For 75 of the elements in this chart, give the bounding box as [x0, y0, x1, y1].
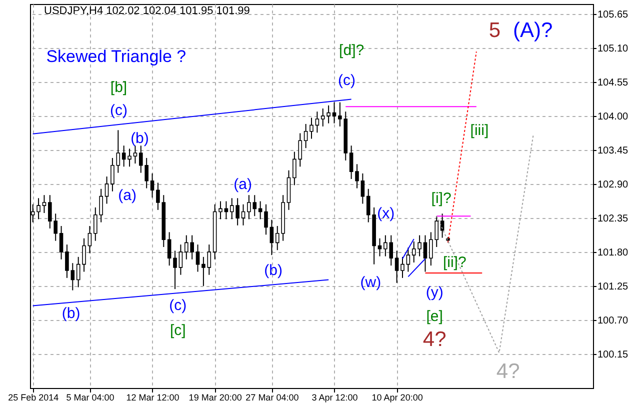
- candlestick: [104, 176, 109, 204]
- candlestick: [150, 172, 154, 198]
- candlestick: [122, 145, 126, 168]
- candlestick: [304, 123, 308, 149]
- annotation: (w): [360, 274, 382, 291]
- annotation: (y): [426, 284, 444, 301]
- candlestick: [315, 111, 320, 134]
- x-tick-label: 19 Mar 20:00: [188, 392, 242, 402]
- y-tick-label: 105.10: [598, 43, 629, 54]
- candlestick: [173, 250, 177, 290]
- annotation: [iii]: [470, 122, 489, 139]
- candlestick: [378, 238, 382, 257]
- annotation: 5: [488, 19, 501, 42]
- annotation: (A)?: [513, 19, 553, 42]
- x-tick-label: 25 Feb 2014: [8, 392, 59, 402]
- candlestick: [355, 164, 359, 189]
- candlestick: [218, 200, 222, 220]
- y-tick-label: 100.70: [598, 315, 629, 326]
- y-tick-label: 101.25: [598, 281, 629, 292]
- annotation: (b): [62, 305, 80, 322]
- annotation: (b): [264, 262, 282, 279]
- candlestick: [394, 250, 399, 284]
- annotation: 4?: [496, 360, 520, 383]
- y-tick-label: 104.55: [598, 77, 629, 88]
- candlestick: [264, 204, 268, 236]
- candlestick: [42, 194, 46, 214]
- candlestick: [133, 145, 138, 164]
- annotation: (c): [338, 72, 356, 89]
- candlestick: [178, 244, 183, 276]
- annotation: (b): [130, 130, 149, 147]
- y-tick-label: 102.90: [598, 179, 629, 190]
- candlestick: [360, 172, 365, 204]
- y-tick-label: 105.65: [598, 9, 629, 20]
- annotation: [e]: [426, 308, 443, 325]
- annotation: Skewed Triangle ?: [46, 47, 186, 66]
- candlestick: [349, 145, 354, 180]
- annotation: [ii]?: [442, 254, 466, 271]
- candlestick: [82, 238, 86, 272]
- candlestick: [241, 204, 246, 226]
- annotation: [c]: [170, 322, 186, 339]
- candlestick: [59, 225, 64, 260]
- candlestick: [65, 244, 69, 278]
- annotation: (a): [234, 176, 252, 193]
- candlestick: [270, 219, 274, 256]
- annotation: (c): [169, 297, 187, 314]
- chart-title: USDJPY,H4 102.02 102.04 101.95 101.99: [44, 5, 250, 17]
- candlestick: [128, 148, 132, 168]
- annotation: (x): [377, 205, 395, 222]
- candlestick: [70, 262, 75, 291]
- candlestick: [310, 117, 314, 140]
- candlestick: [332, 102, 336, 124]
- candlestick: [76, 256, 80, 288]
- y-tick-label: 101.80: [598, 247, 629, 258]
- candlestick: [400, 256, 404, 278]
- y-tick-label: 103.45: [598, 145, 629, 156]
- x-tick-label: 12 Mar 12:00: [126, 392, 180, 402]
- x-tick-label: 5 Mar 04:00: [66, 392, 114, 402]
- y-tick-label: 102.35: [598, 213, 629, 224]
- y-tick-label: 100.15: [598, 349, 629, 360]
- annotation: [d]?: [339, 42, 364, 59]
- annotation: 4?: [422, 328, 446, 351]
- candlestick: [196, 244, 200, 272]
- candlestick: [406, 247, 410, 272]
- x-tick-label: 10 Apr 20:00: [372, 392, 423, 402]
- x-tick-label: 27 Mar 04:00: [246, 392, 299, 402]
- annotation: (c): [110, 102, 128, 119]
- annotation: [b]: [110, 79, 128, 96]
- candlestick: [423, 234, 428, 272]
- annotation: [i]?: [431, 190, 452, 207]
- candlestick: [167, 232, 172, 266]
- x-tick-label: 3 Apr 12:00: [312, 392, 358, 402]
- candlestick: [88, 225, 92, 254]
- y-tick-label: 104.00: [598, 111, 629, 122]
- candlestick: [36, 198, 40, 220]
- annotation: (a): [118, 187, 137, 204]
